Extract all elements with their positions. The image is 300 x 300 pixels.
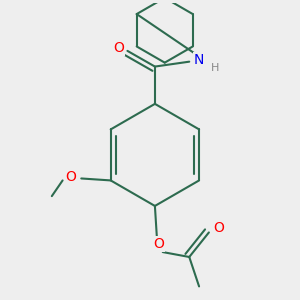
Text: O: O xyxy=(113,41,124,55)
Text: O: O xyxy=(213,220,224,235)
Text: H: H xyxy=(211,63,219,73)
Text: O: O xyxy=(153,237,164,251)
Text: O: O xyxy=(65,170,76,184)
Text: N: N xyxy=(194,53,204,67)
